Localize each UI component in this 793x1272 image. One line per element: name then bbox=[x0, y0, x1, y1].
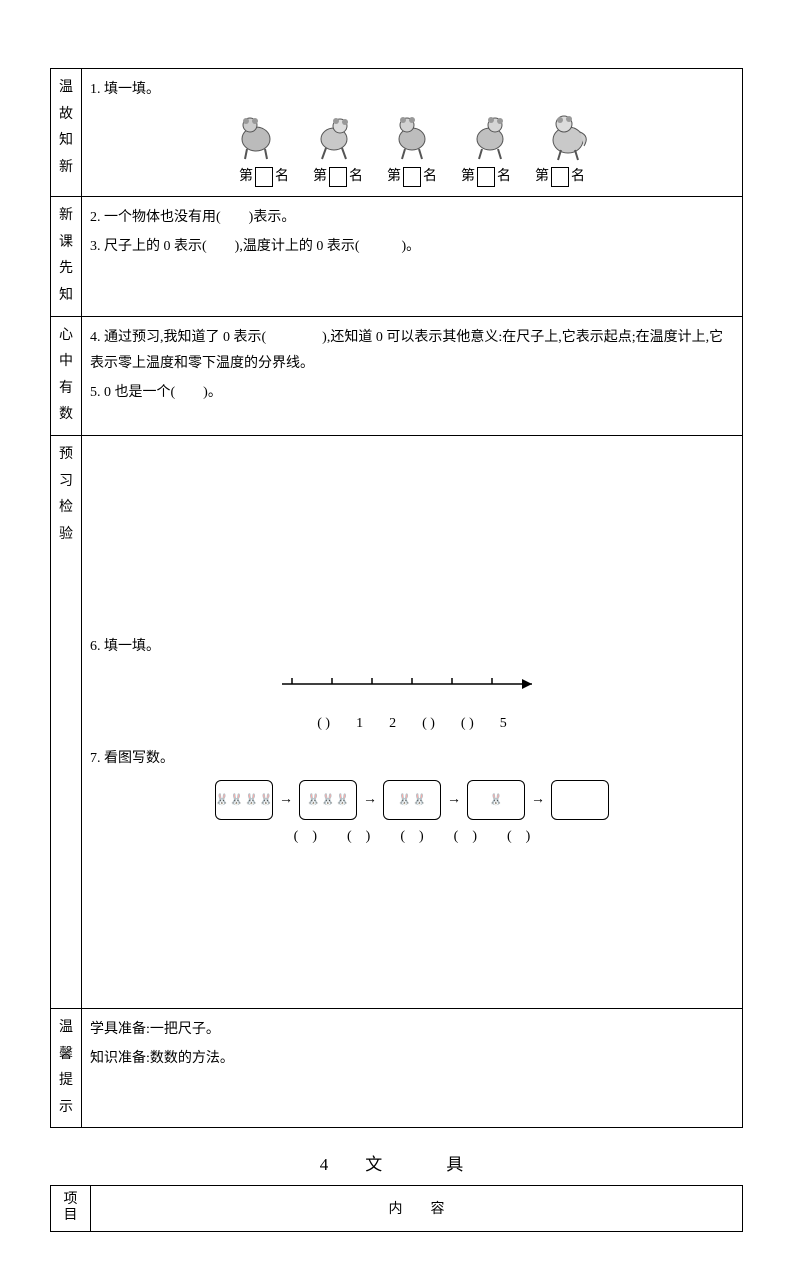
section-label-2: 新 课 先 知 bbox=[51, 197, 82, 316]
animal-icon bbox=[544, 110, 592, 162]
figure-box: 🐰🐰 bbox=[383, 780, 441, 820]
tips-line-1: 学具准备:一把尺子。 bbox=[90, 1017, 734, 1044]
section-label-3: 心 中 有 数 bbox=[51, 316, 82, 435]
blank-box[interactable] bbox=[477, 167, 495, 187]
q5-text: 5. 0 也是一个( )。 bbox=[90, 380, 734, 407]
section-content-1: 1. 填一填。 bbox=[82, 69, 743, 197]
animal-icon bbox=[388, 110, 436, 162]
paren-blank: ( ) bbox=[454, 824, 477, 851]
paren-blank: ( ) bbox=[400, 824, 423, 851]
q7-title: 7. 看图写数。 bbox=[90, 746, 734, 773]
sub-col2: 内 容 bbox=[91, 1186, 743, 1231]
animal-icon bbox=[232, 110, 280, 162]
numline-label: ( ) bbox=[422, 711, 435, 738]
number-line-labels: ( ) 1 2 ( ) ( ) 5 bbox=[90, 711, 734, 738]
figure-box: 🐰 bbox=[467, 780, 525, 820]
section-label-1: 温 故 知 新 bbox=[51, 69, 82, 197]
q6-title: 6. 填一填。 bbox=[90, 634, 734, 661]
tips-line-2: 知识准备:数数的方法。 bbox=[90, 1046, 734, 1073]
sub-col1: 项目 bbox=[51, 1186, 91, 1231]
rank-item: 第名 bbox=[239, 164, 289, 191]
rank-row: 第名 第名 第名 第名 第名 bbox=[90, 164, 734, 191]
figure-box: 🐰🐰🐰 bbox=[299, 780, 357, 820]
numline-label: ( ) bbox=[461, 711, 474, 738]
q3-text: 3. 尺子上的 0 表示( ),温度计上的 0 表示( )。 bbox=[90, 234, 734, 261]
section-label-5: 温 馨 提 示 bbox=[51, 1008, 82, 1127]
figure-box bbox=[551, 780, 609, 820]
section-content-5: 学具准备:一把尺子。 知识准备:数数的方法。 bbox=[82, 1008, 743, 1127]
arrow-icon: → bbox=[363, 787, 377, 814]
arrow-icon: → bbox=[279, 787, 293, 814]
arrow-icon: → bbox=[531, 787, 545, 814]
blank-box[interactable] bbox=[329, 167, 347, 187]
figure-box: 🐰🐰🐰🐰 bbox=[215, 780, 273, 820]
q1-title: 1. 填一填。 bbox=[90, 77, 734, 104]
q2-text: 2. 一个物体也没有用( )表示。 bbox=[90, 205, 734, 232]
next-section-title: 4 文 具 bbox=[50, 1150, 743, 1175]
blank-box[interactable] bbox=[255, 167, 273, 187]
blank-box[interactable] bbox=[403, 167, 421, 187]
paren-row: ( ) ( ) ( ) ( ) ( ) bbox=[90, 824, 734, 851]
paren-blank: ( ) bbox=[294, 824, 317, 851]
rank-item: 第名 bbox=[313, 164, 363, 191]
numline-label: 1 bbox=[356, 711, 363, 738]
section-content-2: 2. 一个物体也没有用( )表示。 3. 尺子上的 0 表示( ),温度计上的 … bbox=[82, 197, 743, 316]
arrow-icon: → bbox=[447, 787, 461, 814]
figure-boxes-row: 🐰🐰🐰🐰 → 🐰🐰🐰 → 🐰🐰 → 🐰 → bbox=[90, 780, 734, 820]
numline-label: 2 bbox=[389, 711, 396, 738]
number-line bbox=[90, 671, 734, 708]
section-label-4: 预 习 检 验 bbox=[51, 435, 82, 1008]
sub-table: 项目 内 容 bbox=[50, 1185, 743, 1231]
paren-blank: ( ) bbox=[507, 824, 530, 851]
section-content-4: 6. 填一填。 ( ) 1 2 ( ) ( ) 5 bbox=[82, 435, 743, 1008]
section-content-3: 4. 通过预习,我知道了 0 表示( ),还知道 0 可以表示其他意义:在尺子上… bbox=[82, 316, 743, 435]
numline-label: ( ) bbox=[317, 711, 330, 738]
rank-item: 第名 bbox=[461, 164, 511, 191]
numline-label: 5 bbox=[500, 711, 507, 738]
animals-row bbox=[90, 110, 734, 162]
q4-text: 4. 通过预习,我知道了 0 表示( ),还知道 0 可以表示其他意义:在尺子上… bbox=[90, 325, 734, 378]
blank-box[interactable] bbox=[551, 167, 569, 187]
paren-blank: ( ) bbox=[347, 824, 370, 851]
animal-icon bbox=[466, 110, 514, 162]
rank-item: 第名 bbox=[387, 164, 437, 191]
worksheet-table: 温 故 知 新 1. 填一填。 bbox=[50, 68, 743, 1128]
rank-item: 第名 bbox=[535, 164, 585, 191]
animal-icon bbox=[310, 110, 358, 162]
